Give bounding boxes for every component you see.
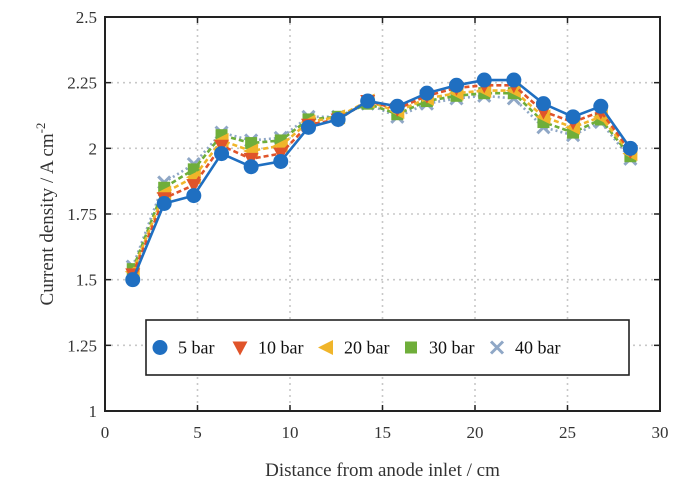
data-point (360, 93, 376, 109)
tick-labels: 0 5 10 15 20 25 30 1 1.25 1.5 1.75 2 2.25 2.5 (67, 8, 668, 442)
series-layer (124, 72, 638, 288)
legend-marker (152, 340, 168, 355)
data-point (565, 109, 581, 125)
y-axis-label-text: Current density / A cm (37, 133, 58, 305)
data-point (476, 72, 492, 88)
data-point (449, 77, 464, 93)
data-point (506, 72, 522, 88)
data-point (419, 85, 435, 101)
y-tick-label: 2.25 (67, 74, 97, 93)
legend-label: 5 bar (178, 338, 214, 358)
data-point (186, 179, 202, 194)
tick-marks (104, 16, 661, 412)
y-tick-label: 1.5 (76, 271, 97, 290)
legend-marker (489, 340, 505, 355)
legend-label: 40 bar (515, 338, 560, 358)
data-point (156, 195, 172, 211)
data-point (330, 111, 346, 127)
y-tick-label: 2.5 (76, 8, 97, 27)
data-point (186, 188, 202, 204)
data-point (125, 272, 141, 288)
x-tick-label: 25 (559, 423, 576, 442)
legend-label: 20 bar (344, 338, 389, 358)
y-tick-label: 1.25 (67, 336, 97, 355)
legend-item: 40 bar (489, 338, 560, 358)
data-point (389, 98, 405, 114)
data-point (301, 119, 316, 135)
y-axis-label: Current density / A cm-2 (33, 123, 58, 306)
y-tick-label: 2 (89, 139, 98, 158)
legend-item: 20 bar (318, 338, 389, 358)
series-5-bar (125, 72, 638, 288)
legend-item: 5 bar (152, 338, 214, 358)
data-point (593, 98, 609, 114)
legend-box (145, 319, 630, 376)
legend-item: 10 bar (232, 338, 303, 358)
data-point (243, 159, 259, 175)
data-point (214, 146, 230, 162)
y-axis-label-superscript: -2 (33, 123, 48, 134)
data-point (535, 96, 551, 112)
legend-marker (232, 341, 248, 356)
x-tick-label: 20 (467, 423, 484, 442)
legend: 5 bar 10 bar 20 bar 30 bar 40 bar (145, 319, 630, 376)
legend-label: 30 bar (429, 338, 474, 358)
x-tick-label: 5 (193, 423, 202, 442)
marker-stroke (489, 340, 505, 355)
x-tick-label: 0 (101, 423, 110, 442)
legend-label: 10 bar (258, 338, 303, 358)
legend-item: 30 bar (405, 338, 474, 358)
legend-marker (318, 340, 333, 355)
legend-marker (405, 341, 417, 354)
data-point (273, 153, 289, 169)
x-tick-label: 10 (282, 423, 299, 442)
y-tick-label: 1 (89, 402, 98, 421)
x-axis-label: Distance from anode inlet / cm (265, 460, 500, 481)
data-point (622, 140, 638, 156)
y-tick-label: 1.75 (67, 205, 97, 224)
x-tick-label: 30 (652, 423, 669, 442)
x-tick-label: 15 (374, 423, 391, 442)
